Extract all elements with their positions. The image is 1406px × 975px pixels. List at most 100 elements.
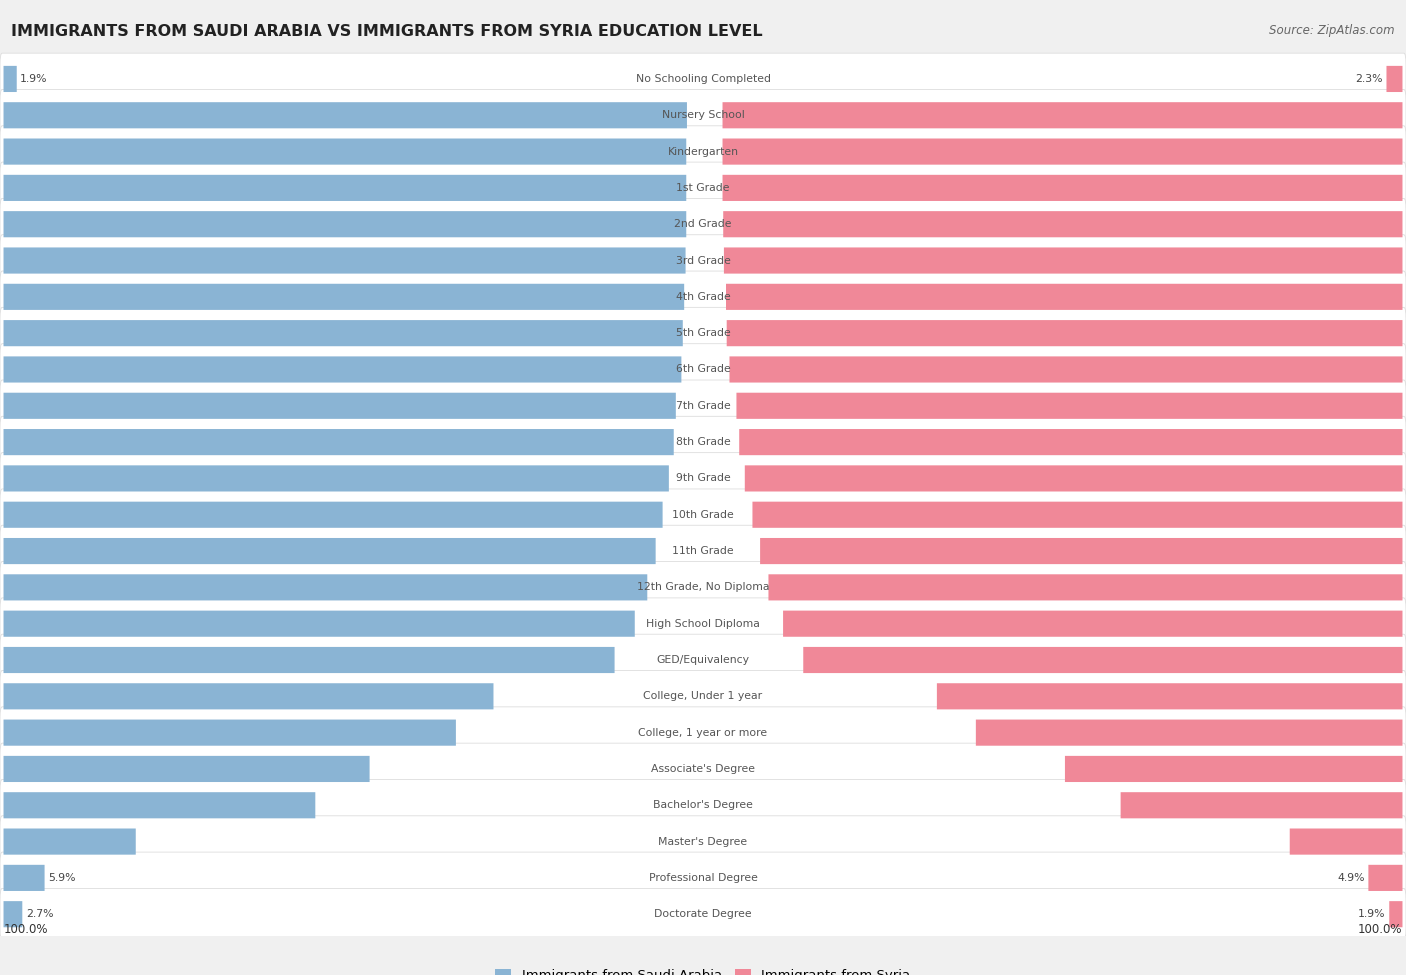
Text: College, 1 year or more: College, 1 year or more (638, 727, 768, 738)
FancyBboxPatch shape (3, 357, 682, 382)
FancyBboxPatch shape (0, 707, 1406, 759)
FancyBboxPatch shape (0, 126, 1406, 177)
Text: GED/Equivalency: GED/Equivalency (657, 655, 749, 665)
FancyBboxPatch shape (3, 429, 673, 455)
FancyBboxPatch shape (0, 852, 1406, 904)
FancyBboxPatch shape (0, 816, 1406, 868)
FancyBboxPatch shape (0, 888, 1406, 940)
FancyBboxPatch shape (0, 162, 1406, 214)
Text: Doctorate Degree: Doctorate Degree (654, 910, 752, 919)
FancyBboxPatch shape (0, 380, 1406, 432)
FancyBboxPatch shape (723, 175, 1403, 201)
FancyBboxPatch shape (3, 756, 370, 782)
Text: Source: ZipAtlas.com: Source: ZipAtlas.com (1270, 24, 1395, 37)
FancyBboxPatch shape (3, 647, 614, 673)
FancyBboxPatch shape (727, 320, 1403, 346)
FancyBboxPatch shape (3, 248, 686, 274)
Text: 6th Grade: 6th Grade (676, 365, 730, 374)
FancyBboxPatch shape (803, 647, 1403, 673)
FancyBboxPatch shape (1386, 66, 1403, 92)
Text: 5.9%: 5.9% (48, 873, 76, 883)
FancyBboxPatch shape (0, 344, 1406, 395)
FancyBboxPatch shape (783, 610, 1403, 637)
FancyBboxPatch shape (0, 54, 1406, 104)
FancyBboxPatch shape (3, 320, 683, 346)
FancyBboxPatch shape (3, 502, 662, 527)
FancyBboxPatch shape (3, 66, 17, 92)
FancyBboxPatch shape (1064, 756, 1403, 782)
Text: 2.7%: 2.7% (25, 910, 53, 919)
FancyBboxPatch shape (3, 212, 686, 237)
FancyBboxPatch shape (3, 829, 136, 855)
Text: Nursery School: Nursery School (662, 110, 744, 120)
FancyBboxPatch shape (976, 720, 1403, 746)
FancyBboxPatch shape (0, 779, 1406, 831)
Text: Professional Degree: Professional Degree (648, 873, 758, 883)
FancyBboxPatch shape (0, 235, 1406, 287)
FancyBboxPatch shape (3, 683, 494, 710)
Text: 9th Grade: 9th Grade (676, 474, 730, 484)
FancyBboxPatch shape (740, 429, 1403, 455)
Text: 4.9%: 4.9% (1337, 873, 1365, 883)
FancyBboxPatch shape (0, 671, 1406, 722)
Text: 4th Grade: 4th Grade (676, 292, 730, 302)
FancyBboxPatch shape (0, 634, 1406, 685)
FancyBboxPatch shape (723, 138, 1403, 165)
Text: 12th Grade, No Diploma: 12th Grade, No Diploma (637, 582, 769, 593)
Text: 1st Grade: 1st Grade (676, 183, 730, 193)
FancyBboxPatch shape (0, 526, 1406, 577)
Text: 5th Grade: 5th Grade (676, 329, 730, 338)
FancyBboxPatch shape (0, 743, 1406, 795)
FancyBboxPatch shape (936, 683, 1403, 710)
Text: 7th Grade: 7th Grade (676, 401, 730, 410)
FancyBboxPatch shape (724, 248, 1403, 274)
FancyBboxPatch shape (723, 212, 1403, 237)
FancyBboxPatch shape (0, 452, 1406, 504)
Text: College, Under 1 year: College, Under 1 year (644, 691, 762, 701)
Text: 2nd Grade: 2nd Grade (675, 219, 731, 229)
FancyBboxPatch shape (745, 465, 1403, 491)
FancyBboxPatch shape (1389, 901, 1403, 927)
FancyBboxPatch shape (0, 598, 1406, 649)
FancyBboxPatch shape (761, 538, 1403, 565)
Text: Associate's Degree: Associate's Degree (651, 764, 755, 774)
Text: 10th Grade: 10th Grade (672, 510, 734, 520)
FancyBboxPatch shape (0, 199, 1406, 250)
FancyBboxPatch shape (0, 271, 1406, 323)
FancyBboxPatch shape (0, 90, 1406, 141)
Text: High School Diploma: High School Diploma (647, 619, 759, 629)
Text: Kindergarten: Kindergarten (668, 146, 738, 157)
FancyBboxPatch shape (1121, 793, 1403, 818)
FancyBboxPatch shape (1289, 829, 1403, 855)
Text: 11th Grade: 11th Grade (672, 546, 734, 556)
FancyBboxPatch shape (0, 307, 1406, 359)
Text: 100.0%: 100.0% (1358, 923, 1403, 936)
Text: 2.3%: 2.3% (1355, 74, 1384, 84)
FancyBboxPatch shape (3, 393, 676, 419)
Text: 1.9%: 1.9% (1358, 910, 1386, 919)
FancyBboxPatch shape (3, 465, 669, 491)
Text: 1.9%: 1.9% (20, 74, 48, 84)
FancyBboxPatch shape (0, 416, 1406, 468)
FancyBboxPatch shape (1368, 865, 1403, 891)
FancyBboxPatch shape (3, 574, 647, 601)
FancyBboxPatch shape (3, 720, 456, 746)
FancyBboxPatch shape (3, 138, 686, 165)
Legend: Immigrants from Saudi Arabia, Immigrants from Syria: Immigrants from Saudi Arabia, Immigrants… (491, 964, 915, 975)
FancyBboxPatch shape (3, 102, 688, 129)
Text: Bachelor's Degree: Bachelor's Degree (652, 800, 754, 810)
FancyBboxPatch shape (0, 488, 1406, 540)
Text: No Schooling Completed: No Schooling Completed (636, 74, 770, 84)
Text: 3rd Grade: 3rd Grade (675, 255, 731, 265)
Text: Master's Degree: Master's Degree (658, 837, 748, 846)
Text: 8th Grade: 8th Grade (676, 437, 730, 448)
FancyBboxPatch shape (3, 793, 315, 818)
Text: 100.0%: 100.0% (3, 923, 48, 936)
FancyBboxPatch shape (3, 175, 686, 201)
FancyBboxPatch shape (725, 284, 1403, 310)
FancyBboxPatch shape (730, 357, 1403, 382)
FancyBboxPatch shape (769, 574, 1403, 601)
FancyBboxPatch shape (3, 865, 45, 891)
FancyBboxPatch shape (0, 562, 1406, 613)
FancyBboxPatch shape (737, 393, 1403, 419)
